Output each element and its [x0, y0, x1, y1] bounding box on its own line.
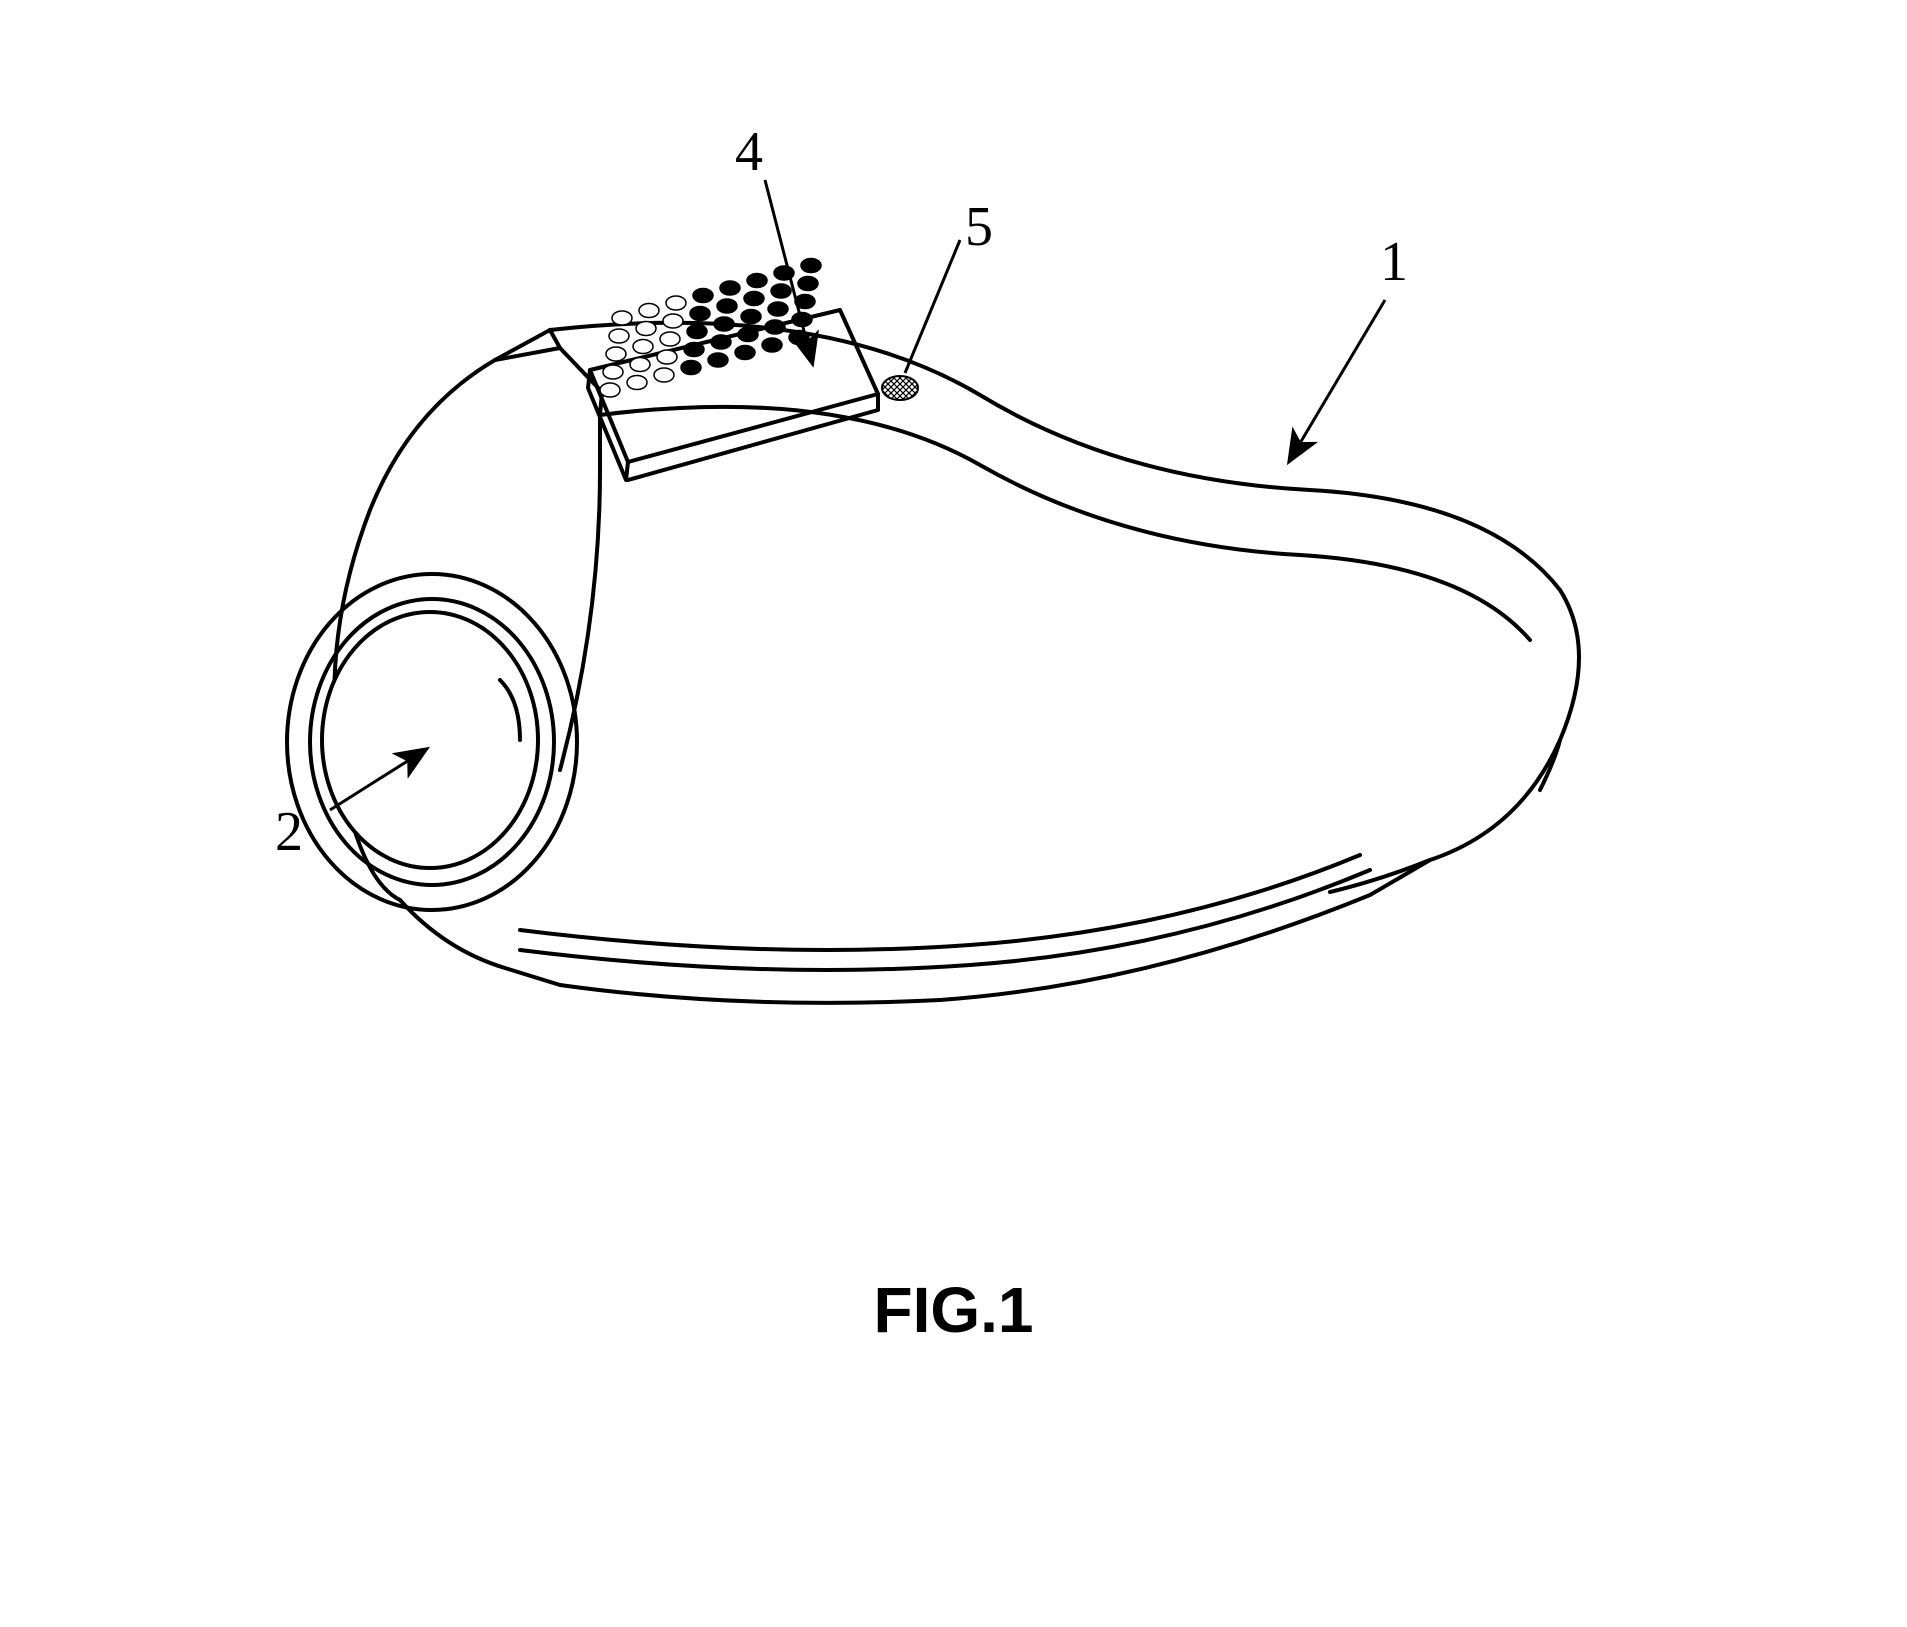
small-button	[882, 376, 918, 400]
figure-1: 1 2 4 5 FIG.1	[0, 0, 1907, 1627]
ref-label-1: 1	[1380, 230, 1408, 294]
ref-label-2: 2	[275, 800, 303, 864]
ref-label-5: 5	[965, 195, 993, 259]
ref-label-4: 4	[735, 120, 763, 184]
figure-caption: FIG.1	[873, 1273, 1033, 1347]
indicator-grid	[600, 259, 821, 398]
